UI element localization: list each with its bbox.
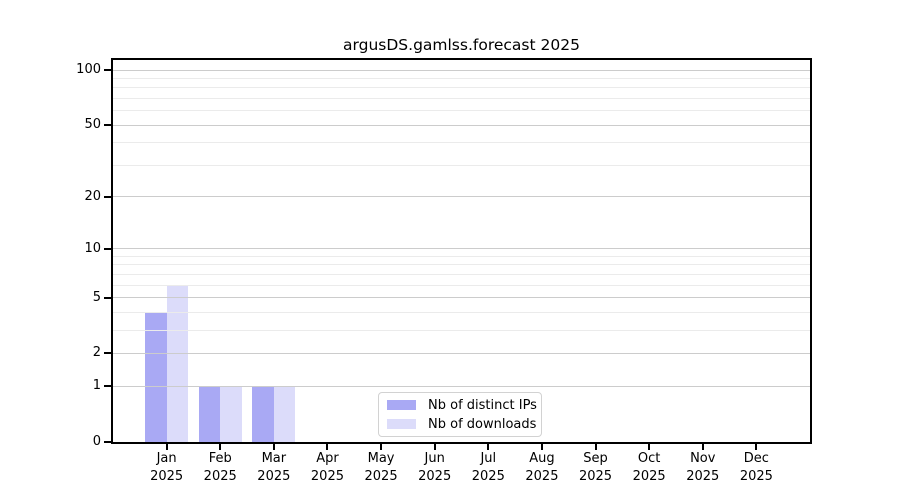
plot-area: Nb of distinct IPs Nb of downloads: [111, 58, 812, 444]
x-tick-label-jul: Jul 2025: [448, 450, 528, 486]
gridline-minor-60: [113, 110, 810, 112]
gridline-major-2: [113, 352, 810, 354]
y-tick-label-10: 10: [84, 240, 101, 256]
x-label-year: 2025: [310, 469, 344, 484]
bar-distinct-ips-mar: [252, 386, 274, 442]
x-label-month: Jul: [480, 451, 497, 466]
x-tick-label-aug: Aug 2025: [502, 450, 582, 486]
legend-item-downloads: Nb of downloads: [387, 416, 537, 432]
x-label-year: 2025: [578, 469, 613, 484]
x-tick-apr: [326, 444, 329, 450]
x-label-month: Nov: [690, 451, 716, 466]
x-tick-label-jan: Jan 2025: [127, 450, 207, 486]
y-tick-label-2: 2: [92, 345, 101, 361]
x-tick-nov: [701, 444, 704, 450]
x-label-month: Feb: [208, 451, 232, 466]
x-label-month: Jun: [424, 451, 445, 466]
legend: Nb of distinct IPs Nb of downloads: [378, 392, 542, 437]
legend-swatch-distinct-ips: [387, 400, 416, 410]
x-tick-jan: [165, 444, 168, 450]
legend-label-downloads: Nb of downloads: [428, 416, 537, 432]
x-label-year: 2025: [364, 469, 398, 484]
x-tick-jul: [487, 444, 490, 450]
x-label-year: 2025: [632, 469, 666, 484]
x-tick-sep: [594, 444, 597, 450]
x-tick-may: [380, 444, 383, 450]
x-label-year: 2025: [686, 469, 720, 484]
y-tick-label-1: 1: [92, 378, 101, 394]
bar-downloads-feb: [220, 386, 242, 442]
chart-title: argusDS.gamlss.forecast 2025: [343, 36, 580, 54]
x-label-month: May: [367, 451, 395, 466]
legend-item-distinct-ips: Nb of distinct IPs: [387, 398, 537, 413]
y-tick-5: [104, 296, 111, 299]
x-label-year: 2025: [203, 469, 237, 484]
bar-distinct-ips-feb: [198, 386, 221, 442]
bar-downloads-jan: [166, 285, 189, 442]
x-label-month: Oct: [637, 451, 661, 466]
x-label-month: Aug: [529, 451, 555, 466]
gridline-minor-3: [113, 329, 810, 331]
y-tick-2: [104, 352, 111, 355]
y-tick-1: [104, 385, 111, 388]
y-tick-10: [104, 247, 111, 250]
x-tick-jun: [433, 444, 436, 450]
gridline-minor-40: [113, 142, 810, 144]
gridline-minor-80: [113, 87, 810, 89]
x-label-month: Sep: [583, 451, 608, 466]
gridline-minor-70: [113, 97, 810, 99]
bar-distinct-ips-jan: [145, 312, 167, 442]
y-tick-100: [104, 69, 111, 71]
x-tick-label-sep: Sep 2025: [556, 450, 636, 486]
x-label-year: 2025: [418, 469, 452, 484]
x-tick-label-feb: Feb 2025: [180, 450, 260, 486]
legend-label-distinct-ips: Nb of distinct IPs: [428, 397, 537, 413]
x-label-month: Jan: [156, 451, 177, 466]
gridline-major-50: [113, 124, 810, 126]
x-tick-label-nov: Nov 2025: [663, 450, 743, 486]
gridline-major-1: [113, 385, 810, 387]
gridline-major-10: [113, 248, 810, 250]
gridline-major-20: [113, 196, 810, 198]
x-tick-dec: [755, 444, 758, 450]
x-label-year: 2025: [471, 469, 505, 484]
gridline-minor-7: [113, 273, 810, 275]
gridline-major-5: [113, 297, 810, 299]
x-label-year: 2025: [257, 469, 291, 484]
gridline-minor-8: [113, 264, 810, 266]
gridline-minor-4: [113, 311, 810, 313]
x-label-month: Mar: [261, 451, 287, 466]
x-tick-label-dec: Dec 2025: [716, 450, 796, 486]
x-tick-aug: [540, 444, 543, 450]
y-tick-label-0: 0: [92, 434, 101, 449]
x-tick-label-apr: Apr 2025: [287, 450, 367, 486]
x-label-month: Dec: [743, 451, 769, 466]
y-tick-20: [104, 195, 111, 198]
x-tick-label-jun: Jun 2025: [395, 450, 475, 486]
bar-downloads-mar: [273, 386, 296, 442]
y-tick-label-100: 100: [76, 62, 101, 77]
gridline-minor-90: [113, 77, 810, 79]
x-tick-label-may: May 2025: [341, 450, 421, 486]
y-tick-label-20: 20: [84, 188, 101, 204]
legend-swatch-downloads: [387, 419, 416, 429]
gridline-minor-30: [113, 164, 810, 166]
x-label-year: 2025: [739, 469, 773, 484]
gridline-minor-9: [113, 255, 810, 257]
x-tick-feb: [219, 444, 222, 450]
y-tick-0: [104, 441, 111, 443]
y-tick-50: [104, 124, 111, 127]
x-tick-label-oct: Oct 2025: [609, 450, 689, 486]
x-tick-oct: [648, 444, 651, 450]
gridline-minor-6: [113, 284, 810, 286]
gridline-major-100: [113, 69, 810, 71]
x-label-year: 2025: [525, 469, 559, 484]
y-tick-label-50: 50: [84, 117, 101, 133]
x-tick-mar: [272, 444, 275, 450]
x-label-year: 2025: [150, 469, 184, 484]
x-label-month: Apr: [316, 451, 339, 466]
x-tick-label-mar: Mar 2025: [234, 450, 314, 486]
y-tick-label-5: 5: [92, 289, 101, 305]
